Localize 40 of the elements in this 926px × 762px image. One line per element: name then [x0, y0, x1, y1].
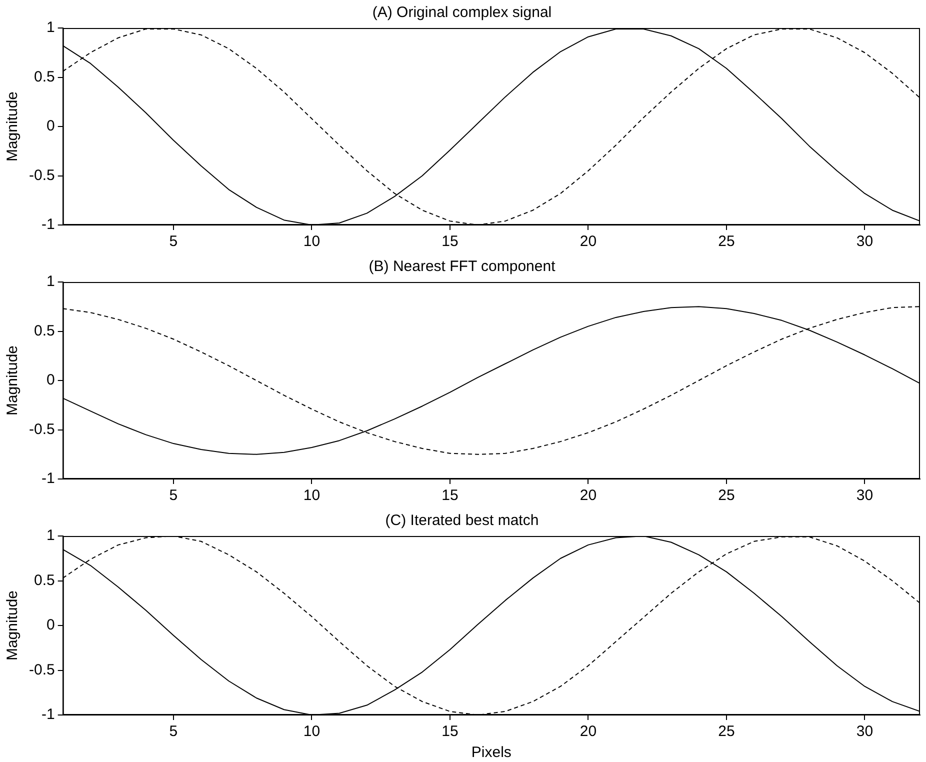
x-tick-label: 30 [856, 723, 874, 740]
y-axis-title: Magnitude [4, 91, 22, 162]
chart-title: (B) Nearest FFT component [368, 258, 556, 276]
x-tick-label: 25 [718, 487, 735, 504]
x-tick-label: 5 [169, 723, 178, 740]
x-tick-label: 15 [442, 233, 458, 250]
y-tick-label: -0.5 [28, 166, 55, 184]
y-tick-label: 0 [46, 372, 55, 389]
x-axis-title: Pixels [471, 744, 512, 762]
x-tick-label: 15 [442, 723, 458, 740]
y-tick-label: 0.5 [34, 572, 55, 589]
x-tick-label: 10 [303, 233, 320, 250]
x-tick-label: 30 [856, 233, 874, 250]
y-tick-label: 0 [46, 616, 55, 634]
x-tick-label: 25 [718, 723, 735, 740]
x-tick-label: 10 [303, 723, 320, 740]
y-tick-label: 0.5 [34, 322, 55, 340]
x-tick-label: 5 [169, 487, 178, 504]
y-tick-label: -1 [42, 216, 55, 234]
x-tick-label: 20 [580, 723, 597, 740]
x-tick-label: 25 [718, 233, 735, 250]
y-tick-label: 0.5 [34, 68, 55, 86]
x-tick-label: 30 [856, 487, 874, 504]
y-tick-label: 0 [46, 118, 55, 135]
x-tick-label: 5 [169, 233, 178, 250]
chart-title: (A) Original complex signal [372, 4, 552, 22]
x-tick-label: 20 [580, 487, 597, 504]
y-tick-label: -1 [42, 470, 55, 488]
y-axis-title: Magnitude [4, 590, 22, 661]
y-tick-label: 1 [46, 527, 55, 544]
y-tick-label: 1 [46, 273, 55, 290]
y-tick-label: -0.5 [28, 661, 55, 678]
y-tick-label: -1 [42, 706, 55, 724]
x-tick-label: 15 [442, 487, 458, 504]
y-axis-title: Magnitude [4, 345, 22, 416]
x-tick-label: 10 [303, 487, 320, 504]
y-tick-label: -0.5 [28, 420, 55, 438]
x-tick-label: 20 [580, 233, 597, 250]
chart-title: (C) Iterated best match [385, 512, 539, 530]
y-tick-label: 1 [46, 19, 55, 36]
